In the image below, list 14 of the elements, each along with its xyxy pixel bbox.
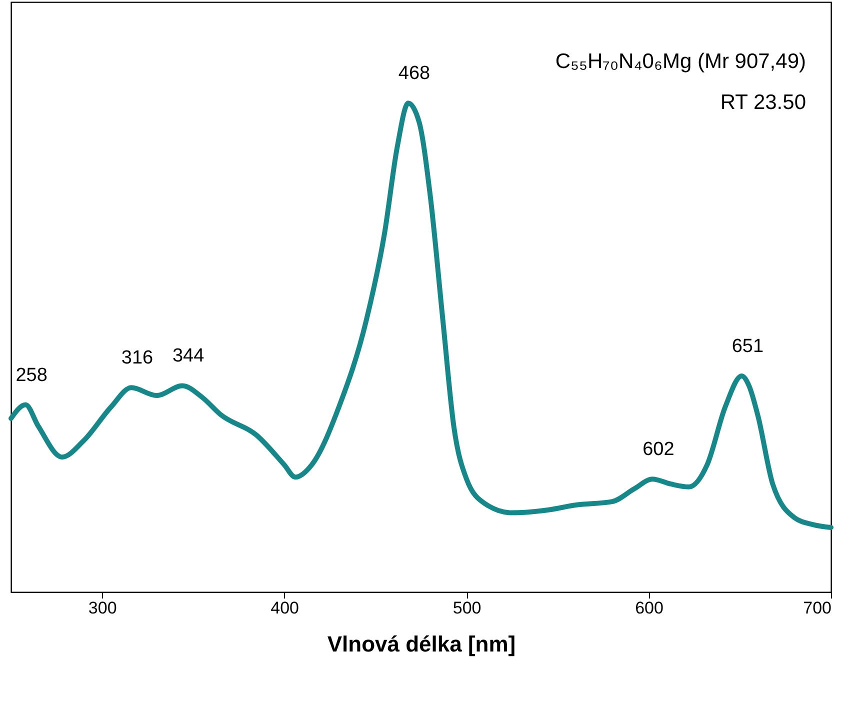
- x-tick-label: 600: [635, 598, 664, 618]
- annotation: 602: [642, 439, 674, 460]
- text: C₅₅H₇₀N₄0₆Mg (Mr 907,49): [555, 50, 806, 73]
- annotation: 316: [121, 348, 154, 369]
- annotation: 468: [398, 63, 430, 84]
- annotation: RT 23.50: [720, 91, 806, 114]
- x-tick-label: 700: [803, 598, 832, 618]
- x-tick-label: 500: [452, 598, 482, 618]
- x-tick-label: 300: [88, 598, 117, 618]
- annotation: 258: [16, 364, 48, 386]
- x-axis-title: Vlnová délka [nm]: [327, 632, 516, 656]
- annotation: 651: [732, 336, 764, 357]
- annotation: 344: [172, 346, 205, 367]
- x-tick-label: 400: [270, 598, 300, 618]
